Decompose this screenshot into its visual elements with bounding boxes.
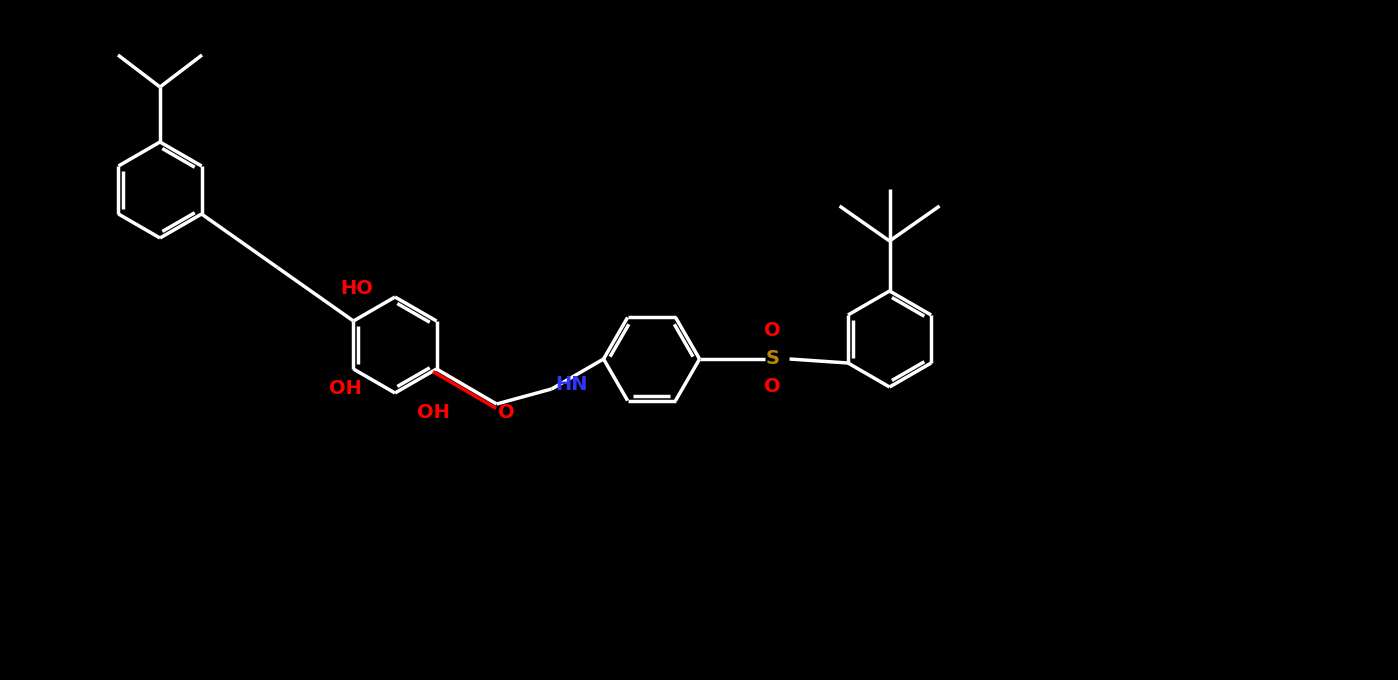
Text: HO: HO [341, 279, 373, 299]
Text: O: O [498, 403, 514, 422]
Text: OH: OH [417, 403, 449, 422]
Text: HN: HN [555, 375, 587, 394]
Text: S: S [766, 350, 780, 369]
Text: O: O [765, 377, 781, 396]
Text: OH: OH [329, 379, 362, 398]
Text: O: O [765, 322, 781, 341]
